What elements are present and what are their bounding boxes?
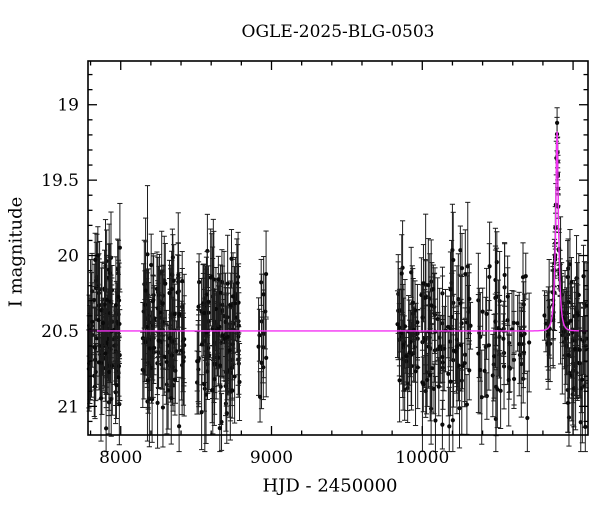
x-axis-label: HJD - 2450000 xyxy=(262,475,398,497)
x-tick-label: 8000 xyxy=(99,448,142,468)
y-axis-label: I magnitude xyxy=(5,196,27,308)
y-tick-label: 21 xyxy=(57,397,79,417)
y-tick-label: 20 xyxy=(57,247,79,267)
y-tick-label: 20.5 xyxy=(41,322,79,342)
y-tick-label: 19.5 xyxy=(41,171,79,191)
x-tick-label: 9000 xyxy=(250,448,293,468)
y-tick-label: 19 xyxy=(57,96,79,116)
x-tick-label: 10000 xyxy=(395,448,449,468)
chart-title: OGLE-2025-BLG-0503 xyxy=(241,22,435,42)
